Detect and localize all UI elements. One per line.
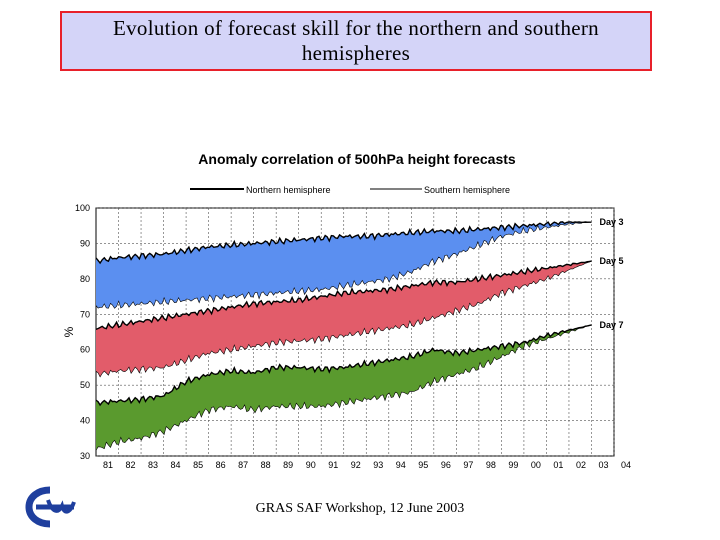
y-tick-label: 40 (80, 416, 90, 426)
line-northern-day-5 (95, 260, 592, 331)
x-tick-label: 83 (148, 460, 158, 470)
band-day-5 (96, 261, 592, 377)
x-tick-label: 00 (531, 460, 541, 470)
y-tick-label: 80 (80, 274, 90, 284)
y-tick-label: 30 (80, 451, 90, 461)
chart-title: Anomaly correlation of 500hPa height for… (198, 151, 516, 167)
y-tick-label: 90 (80, 238, 90, 248)
slide-footer: GRAS SAF Workshop, 12 June 2003 (255, 501, 465, 516)
x-tick-label: 96 (441, 460, 451, 470)
x-tick-label: 93 (373, 460, 383, 470)
x-tick-label: 95 (418, 460, 428, 470)
legend-label-northern: Northern hemisphere (246, 185, 331, 195)
x-tick-label: 92 (351, 460, 361, 470)
x-tick-label: 81 (103, 460, 113, 470)
band-day-3 (96, 221, 592, 309)
series-label-day-3: Day 3 (599, 217, 623, 227)
x-tick-label: 90 (306, 460, 316, 470)
line-northern-day-7 (95, 324, 592, 407)
x-tick-label: 03 (598, 460, 608, 470)
x-tick-label: 94 (396, 460, 406, 470)
y-axis-label: % (62, 326, 76, 337)
legend-label-southern: Southern hemisphere (424, 185, 510, 195)
x-tick-label: 91 (328, 460, 338, 470)
y-tick-label: 60 (80, 345, 90, 355)
x-tick-label: 04 (621, 460, 631, 470)
x-tick-label: 88 (261, 460, 271, 470)
x-tick-label: 99 (508, 460, 518, 470)
y-tick-label: 50 (80, 380, 90, 390)
line-southern-day-3 (95, 221, 592, 309)
x-tick-label: 82 (126, 460, 136, 470)
x-tick-label: 01 (553, 460, 563, 470)
x-tick-label: 97 (463, 460, 473, 470)
series-label-day-7: Day 7 (599, 320, 623, 330)
line-northern-day-3 (95, 221, 592, 265)
x-tick-label: 86 (216, 460, 226, 470)
x-tick-label: 89 (283, 460, 293, 470)
series-label-day-5: Day 5 (599, 256, 623, 266)
x-tick-label: 84 (171, 460, 181, 470)
x-tick-label: 85 (193, 460, 203, 470)
line-southern-day-7 (95, 324, 592, 451)
slide-title-box: Evolution of forecast skill for the nort… (60, 11, 652, 71)
x-tick-label: 87 (238, 460, 248, 470)
band-day-7 (96, 324, 592, 451)
x-tick-label: 98 (486, 460, 496, 470)
ecmwf-logo-icon (25, 486, 76, 528)
line-southern-day-5 (95, 260, 592, 378)
slide-title: Evolution of forecast skill for the nort… (113, 16, 599, 65)
x-tick-label: 02 (576, 460, 586, 470)
y-tick-label: 100 (75, 203, 90, 213)
y-tick-label: 70 (80, 309, 90, 319)
